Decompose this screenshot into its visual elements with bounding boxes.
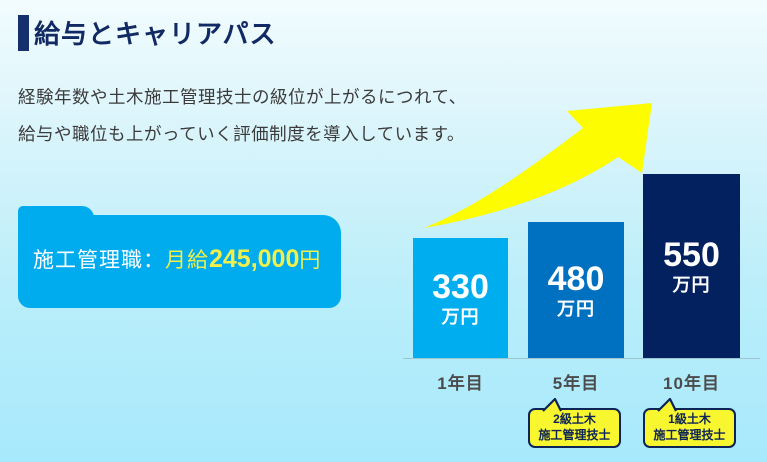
section-description: 経験年数や土木施工管理技士の級位が上がるにつれて、 給与や職位も上がっていく評価… xyxy=(18,79,467,153)
pay-suffix: 円 xyxy=(299,248,321,272)
page-title: 給与とキャリアパス xyxy=(34,19,277,49)
badge-line-1: 1級土木 xyxy=(668,412,711,426)
growth-arrow-icon xyxy=(424,103,652,228)
bar-unit: 万円 xyxy=(672,275,711,295)
badge-line-2: 施工管理技士 xyxy=(538,427,611,442)
pay-amount: 245,000 xyxy=(209,244,300,273)
certification-badge-grade1: 1級土木 施工管理技士 xyxy=(643,397,736,449)
description-line-2: 給与や職位も上がっていく評価制度を導入しています。 xyxy=(18,124,465,144)
starting-salary-box: 施工管理職：月給245,000円 xyxy=(18,215,341,308)
bar-value: 330 xyxy=(432,268,489,306)
title-accent-bar xyxy=(18,14,29,51)
badge-text: 2級土木 施工管理技士 xyxy=(528,408,621,449)
section-header: 給与とキャリアパス xyxy=(18,14,276,51)
pay-prefix: 月給 xyxy=(165,248,209,272)
bar-unit: 万円 xyxy=(441,307,480,327)
description-line-1: 経験年数や土木施工管理技士の級位が上がるにつれて、 xyxy=(18,87,467,107)
bar-value: 550 xyxy=(663,236,720,274)
badge-text: 1級土木 施工管理技士 xyxy=(643,408,736,449)
x-axis-label-year10: 10年目 xyxy=(663,374,720,393)
x-axis-label-year5: 5年目 xyxy=(552,374,600,393)
salary-bar-year5: 480 万円 xyxy=(528,222,624,358)
job-title-label: 施工管理職： xyxy=(33,248,165,272)
salary-bar-year10: 550 万円 xyxy=(643,174,740,358)
badge-tail-icon xyxy=(657,397,677,412)
bar-unit: 万円 xyxy=(557,299,595,319)
badge-tail-icon xyxy=(542,397,562,412)
badge-line-1: 2級土木 xyxy=(553,412,596,426)
salary-bar-year1: 330 万円 xyxy=(413,238,508,358)
chart-baseline xyxy=(403,358,760,359)
badge-line-2: 施工管理技士 xyxy=(653,427,726,442)
bar-value: 480 xyxy=(547,260,605,298)
certification-badge-grade2: 2級土木 施工管理技士 xyxy=(528,397,621,449)
starting-salary-text: 施工管理職：月給245,000円 xyxy=(33,244,320,274)
x-axis-label-year1: 1年目 xyxy=(437,374,484,393)
starting-salary-card: 初任給 施工管理職：月給245,000円 xyxy=(18,206,341,308)
